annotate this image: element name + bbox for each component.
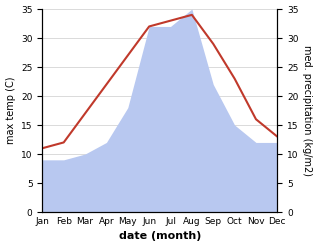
Y-axis label: med. precipitation (kg/m2): med. precipitation (kg/m2)	[302, 45, 313, 176]
Y-axis label: max temp (C): max temp (C)	[5, 77, 16, 144]
X-axis label: date (month): date (month)	[119, 231, 201, 242]
